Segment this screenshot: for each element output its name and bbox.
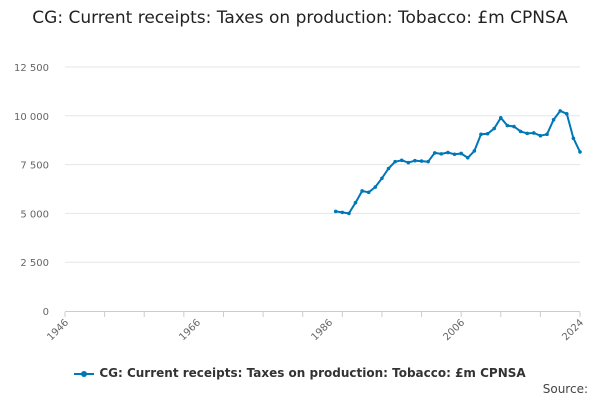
data-point[interactable] bbox=[347, 211, 351, 216]
x-tick-label: 2006 bbox=[441, 317, 467, 343]
data-point[interactable] bbox=[485, 131, 490, 136]
data-point[interactable] bbox=[393, 159, 397, 164]
data-point[interactable] bbox=[360, 189, 364, 193]
legend-swatch-icon bbox=[74, 369, 95, 379]
data-point[interactable] bbox=[459, 151, 463, 156]
data-point[interactable] bbox=[505, 123, 510, 128]
data-point[interactable] bbox=[545, 132, 549, 137]
data-point[interactable] bbox=[578, 150, 582, 154]
data-point[interactable] bbox=[571, 136, 576, 141]
data-point[interactable] bbox=[564, 112, 569, 116]
data-point[interactable] bbox=[446, 150, 450, 155]
data-point[interactable] bbox=[551, 117, 556, 122]
data-point[interactable] bbox=[465, 155, 470, 160]
y-tick-label: 2 500 bbox=[20, 258, 49, 269]
chart-title: CG: Current receipts: Taxes on productio… bbox=[32, 8, 568, 28]
y-tick-label: 10 000 bbox=[14, 112, 49, 123]
data-point[interactable] bbox=[380, 176, 384, 181]
data-point[interactable] bbox=[525, 131, 529, 136]
x-tick-label: 1966 bbox=[177, 317, 203, 343]
x-tick-label: 2024 bbox=[560, 317, 586, 343]
data-point[interactable] bbox=[432, 151, 437, 155]
source-label: Source: bbox=[542, 382, 588, 396]
y-tick-label: 5 000 bbox=[20, 209, 49, 220]
data-point[interactable] bbox=[413, 158, 417, 163]
y-tick-labels: 0 2 500 5 000 7 500 10 000 12 500 bbox=[14, 63, 49, 318]
data-point[interactable] bbox=[472, 149, 477, 153]
axes bbox=[64, 311, 581, 317]
grid-lines bbox=[65, 66, 580, 263]
data-point[interactable] bbox=[366, 190, 371, 195]
data-point[interactable] bbox=[531, 131, 536, 135]
y-tick-label: 0 bbox=[43, 307, 49, 318]
data-point[interactable] bbox=[406, 160, 411, 165]
data-point[interactable] bbox=[452, 152, 457, 157]
plot-area bbox=[333, 109, 582, 216]
data-point[interactable] bbox=[498, 115, 503, 120]
data-point[interactable] bbox=[399, 158, 404, 163]
data-point[interactable] bbox=[426, 159, 430, 164]
data-point[interactable] bbox=[479, 132, 483, 137]
data-point[interactable] bbox=[353, 200, 358, 205]
y-tick-label: 12 500 bbox=[14, 63, 49, 74]
x-tick-label: 1946 bbox=[45, 317, 71, 343]
data-point[interactable] bbox=[518, 129, 523, 134]
data-point[interactable] bbox=[439, 152, 444, 156]
data-point[interactable] bbox=[386, 166, 391, 171]
data-point[interactable] bbox=[538, 133, 543, 138]
x-tick-labels: 1946 1966 1986 2006 2024 bbox=[45, 317, 586, 343]
legend[interactable]: CG: Current receipts: Taxes on productio… bbox=[0, 366, 600, 380]
data-point[interactable] bbox=[333, 209, 338, 214]
x-tick-label: 1986 bbox=[309, 317, 335, 343]
y-tick-label: 7 500 bbox=[20, 161, 49, 172]
data-point[interactable] bbox=[512, 124, 516, 129]
data-point[interactable] bbox=[419, 159, 424, 163]
data-point[interactable] bbox=[558, 109, 562, 113]
data-point[interactable] bbox=[492, 126, 496, 131]
data-point[interactable] bbox=[340, 210, 345, 215]
series-line bbox=[335, 109, 581, 215]
legend-label: CG: Current receipts: Taxes on productio… bbox=[99, 366, 526, 380]
data-point[interactable] bbox=[373, 185, 378, 189]
